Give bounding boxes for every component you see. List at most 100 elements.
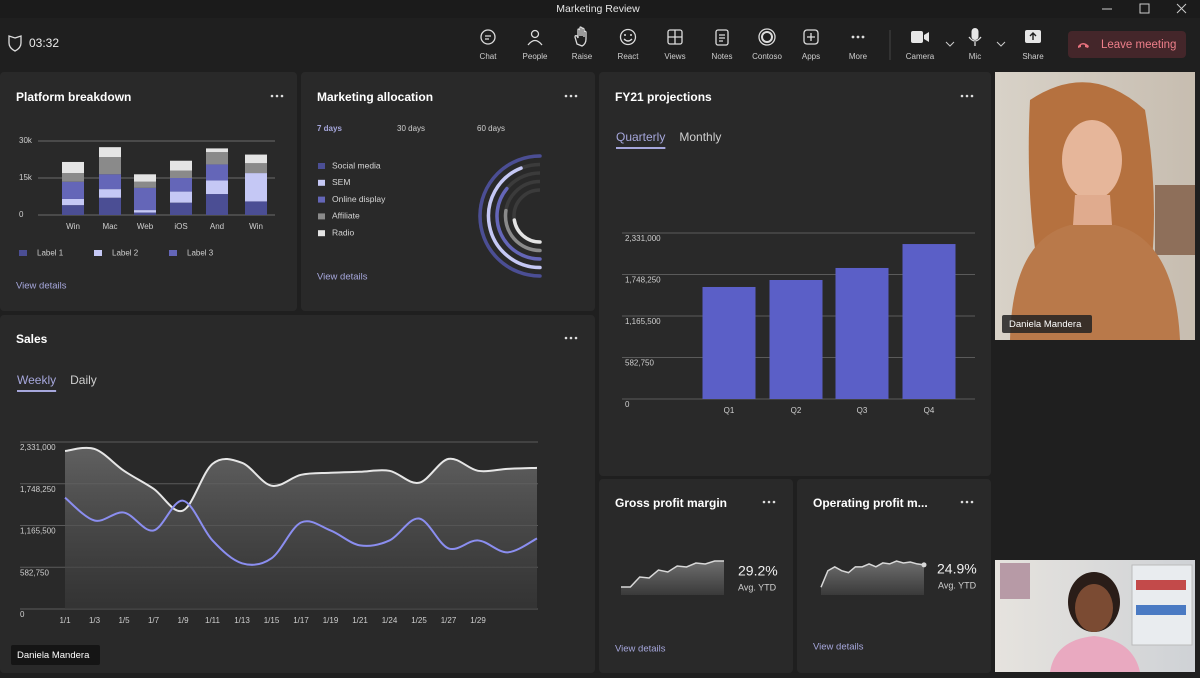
legend-label: Social media	[332, 160, 381, 170]
leave-label[interactable]: Leave meeting	[1101, 39, 1176, 51]
y-tick-label: 0	[19, 210, 24, 219]
toolbar-label[interactable]: People	[523, 52, 548, 61]
toolbar-label[interactable]: Views	[664, 52, 685, 61]
arc	[503, 208, 542, 253]
bar-segment	[170, 170, 192, 178]
more-options[interactable]	[965, 500, 969, 504]
legend-swatch	[318, 230, 325, 237]
more-options[interactable]	[960, 500, 964, 504]
more-options[interactable]	[965, 94, 969, 98]
books	[1136, 580, 1186, 590]
more-options[interactable]	[767, 500, 771, 504]
sparkline-area	[821, 561, 924, 595]
x-tick-label: 1/21	[352, 616, 368, 625]
bar-segment	[206, 180, 228, 195]
toolbar-label[interactable]: Apps	[802, 52, 820, 61]
shirt	[1010, 225, 1180, 340]
more-options[interactable]	[564, 94, 568, 98]
toolbar-label[interactable]: Chat	[480, 52, 498, 61]
y-tick-label: 582,750	[625, 359, 654, 368]
view-details[interactable]: View details	[813, 642, 864, 653]
toolbar-label[interactable]: Raise	[572, 52, 593, 61]
more-options[interactable]	[772, 500, 776, 504]
legend-label: Label 1	[37, 249, 64, 258]
area	[65, 447, 537, 609]
bar-segment	[99, 174, 121, 190]
tab[interactable]: 7 days	[317, 124, 342, 133]
sparkline	[621, 560, 724, 588]
bar-segment	[170, 191, 192, 203]
x-tick-label: 1/13	[234, 616, 250, 625]
tab[interactable]: Monthly	[679, 130, 721, 144]
tab[interactable]: Weekly	[17, 373, 56, 387]
tab[interactable]: Quarterly	[616, 130, 665, 144]
panel	[301, 72, 595, 311]
panel-title: Platform breakdown	[16, 90, 131, 104]
legend-swatch	[318, 179, 325, 186]
close[interactable]	[1176, 3, 1187, 14]
bar-segment	[62, 161, 84, 174]
x-tick-label: Web	[137, 222, 154, 231]
bar-segment	[245, 154, 267, 164]
bar-segment	[99, 157, 121, 175]
shield-icon	[8, 35, 22, 52]
maximize[interactable]	[1139, 3, 1150, 14]
sparkline-area	[621, 561, 724, 595]
kpi-value: 29.2%	[738, 563, 778, 579]
toolbar-label[interactable]: Share	[1022, 52, 1044, 61]
view-details[interactable]: View details	[16, 281, 67, 292]
more-options[interactable]	[564, 336, 568, 340]
more-options[interactable]	[280, 94, 284, 98]
more-options[interactable]	[762, 500, 766, 504]
toolbar-label[interactable]: React	[618, 52, 640, 61]
toolbar-icon	[758, 28, 776, 46]
tab[interactable]: Daily	[70, 373, 97, 387]
bar-segment	[134, 181, 156, 188]
tab[interactable]: 60 days	[477, 124, 505, 133]
x-tick-label: iOS	[174, 222, 187, 231]
arc	[478, 154, 542, 278]
tab[interactable]: 30 days	[397, 124, 425, 133]
face	[1075, 584, 1113, 632]
toolbar-label[interactable]: Notes	[712, 52, 733, 61]
legend-label: Label 3	[187, 249, 214, 258]
y-tick-label: 1,165,500	[20, 527, 56, 536]
y-tick-label: 0	[625, 400, 630, 409]
legend-swatch	[19, 250, 27, 256]
meeting-timer: 03:32	[29, 36, 59, 50]
more-options[interactable]	[970, 94, 974, 98]
more-options[interactable]	[569, 336, 573, 340]
panel-title: Operating profit m...	[813, 496, 928, 510]
y-tick-label: 0	[20, 610, 25, 619]
toolbar-label[interactable]: Camera	[906, 52, 935, 61]
more-options[interactable]	[574, 94, 578, 98]
x-tick-label: 1/19	[323, 616, 339, 625]
view-details[interactable]: View details	[615, 644, 666, 655]
view-details[interactable]: View details	[317, 272, 368, 283]
y-tick-label: 1,165,500	[625, 317, 661, 326]
more-options[interactable]	[574, 336, 578, 340]
bar-segment	[134, 212, 156, 215]
toolbar-icon	[761, 31, 773, 43]
x-tick-label: 1/11	[205, 616, 221, 625]
title-bar	[0, 0, 1200, 18]
mic-chevron[interactable]	[996, 41, 1006, 47]
bar-segment	[170, 160, 192, 171]
bar	[835, 267, 889, 399]
more-options[interactable]	[960, 94, 964, 98]
more-options[interactable]	[275, 94, 279, 98]
x-tick-label: 1/1	[59, 616, 71, 625]
more-options[interactable]	[270, 94, 274, 98]
meeting-bar	[0, 18, 1200, 70]
camera-chevron[interactable]	[945, 41, 955, 47]
bar-segment	[134, 210, 156, 213]
toolbar-label[interactable]: Contoso	[752, 52, 782, 61]
legend-swatch	[318, 196, 325, 203]
toolbar-icon	[630, 34, 632, 36]
x-tick-label: Q4	[924, 406, 935, 415]
toolbar-label[interactable]: Mic	[969, 52, 981, 61]
toolbar-label[interactable]: More	[849, 52, 868, 61]
leave-button[interactable]	[1068, 31, 1186, 58]
more-options[interactable]	[970, 500, 974, 504]
more-options[interactable]	[569, 94, 573, 98]
